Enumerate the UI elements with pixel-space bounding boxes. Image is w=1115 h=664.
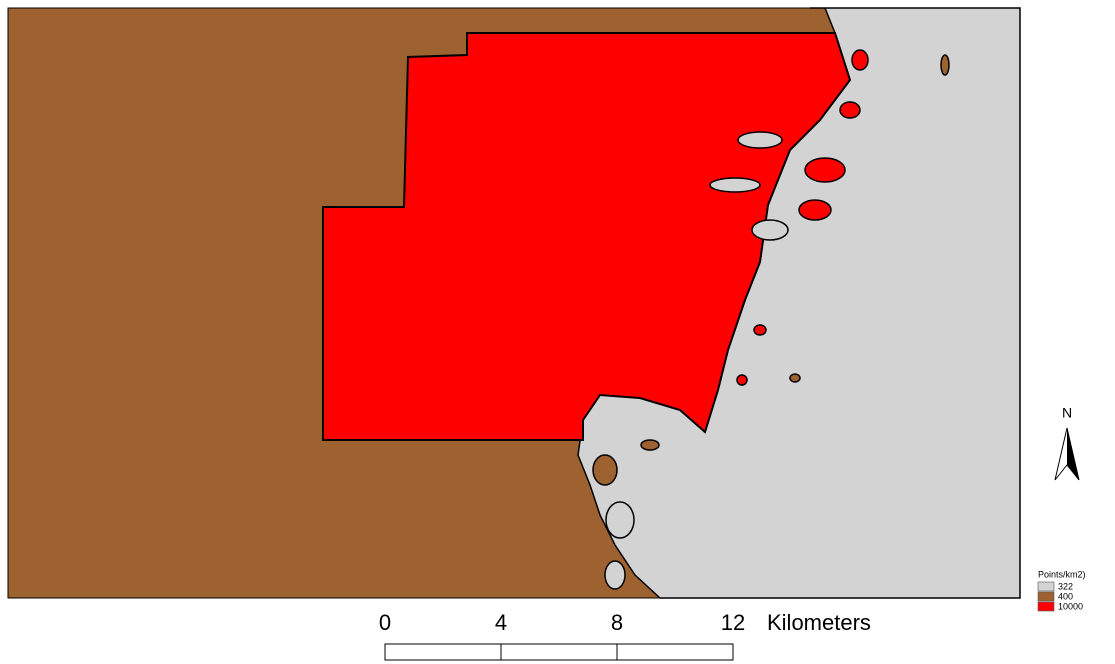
map-frame bbox=[7, 7, 1021, 599]
legend-swatch bbox=[1037, 581, 1055, 592]
area-red bbox=[322, 32, 852, 441]
islands bbox=[592, 49, 950, 590]
scale-segment bbox=[384, 643, 502, 661]
scale-segment bbox=[616, 643, 734, 661]
north-arrow: N bbox=[1054, 405, 1080, 481]
scale-unit: Kilometers bbox=[767, 610, 871, 635]
scale-label: 8 bbox=[611, 610, 623, 635]
scale-label: 12 bbox=[721, 610, 745, 635]
north-arrow-half bbox=[1067, 428, 1079, 480]
legend-swatch bbox=[1037, 601, 1055, 612]
scale-label: 0 bbox=[379, 610, 391, 635]
legend-label: 10000 bbox=[1058, 601, 1083, 611]
scale-segment bbox=[500, 643, 618, 661]
frame-border bbox=[7, 7, 1021, 599]
scale-label: 4 bbox=[495, 610, 507, 635]
legend-label: 322 bbox=[1058, 581, 1073, 591]
legend-title: Points/km2) bbox=[1038, 569, 1086, 579]
scale-bar: 0 4 8 12 Kilometers bbox=[379, 610, 871, 661]
legend-label: 400 bbox=[1058, 591, 1073, 601]
north-label: N bbox=[1062, 405, 1072, 421]
legend-swatch bbox=[1037, 591, 1055, 602]
